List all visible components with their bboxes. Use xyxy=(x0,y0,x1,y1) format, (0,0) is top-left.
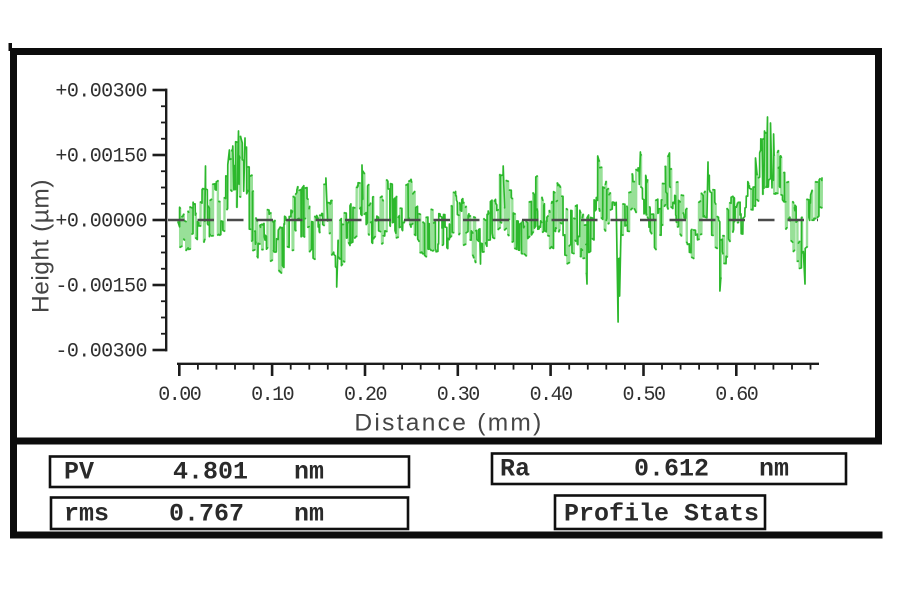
svg-text:0.50: 0.50 xyxy=(622,384,665,407)
svg-text:Ra: Ra xyxy=(500,455,530,484)
svg-text:0.612: 0.612 xyxy=(634,455,709,484)
svg-text:0.40: 0.40 xyxy=(530,384,573,407)
svg-text:nm: nm xyxy=(294,500,324,529)
svg-text:0.30: 0.30 xyxy=(437,384,480,407)
svg-text:nm: nm xyxy=(294,458,324,487)
svg-text:+0.00150: +0.00150 xyxy=(55,146,147,169)
svg-text:0.00: 0.00 xyxy=(158,384,201,407)
svg-text:+0.00300: +0.00300 xyxy=(55,81,147,104)
svg-text:nm: nm xyxy=(759,455,789,484)
svg-text:-0.00150: -0.00150 xyxy=(55,276,147,299)
svg-text:Height (µm): Height (µm) xyxy=(28,179,55,313)
svg-text:+0.00000: +0.00000 xyxy=(55,211,147,234)
svg-text:0.10: 0.10 xyxy=(251,384,294,407)
svg-text:rms: rms xyxy=(64,500,109,529)
svg-text:-0.00300: -0.00300 xyxy=(55,341,147,364)
svg-text:Profile Stats: Profile Stats xyxy=(564,500,759,529)
svg-text:4.801: 4.801 xyxy=(173,458,248,487)
svg-text:0.60: 0.60 xyxy=(715,384,758,407)
svg-text:Distance (mm): Distance (mm) xyxy=(354,410,543,437)
svg-text:0.767: 0.767 xyxy=(169,500,244,529)
svg-text:0.20: 0.20 xyxy=(344,384,387,407)
svg-text:PV: PV xyxy=(64,458,94,487)
